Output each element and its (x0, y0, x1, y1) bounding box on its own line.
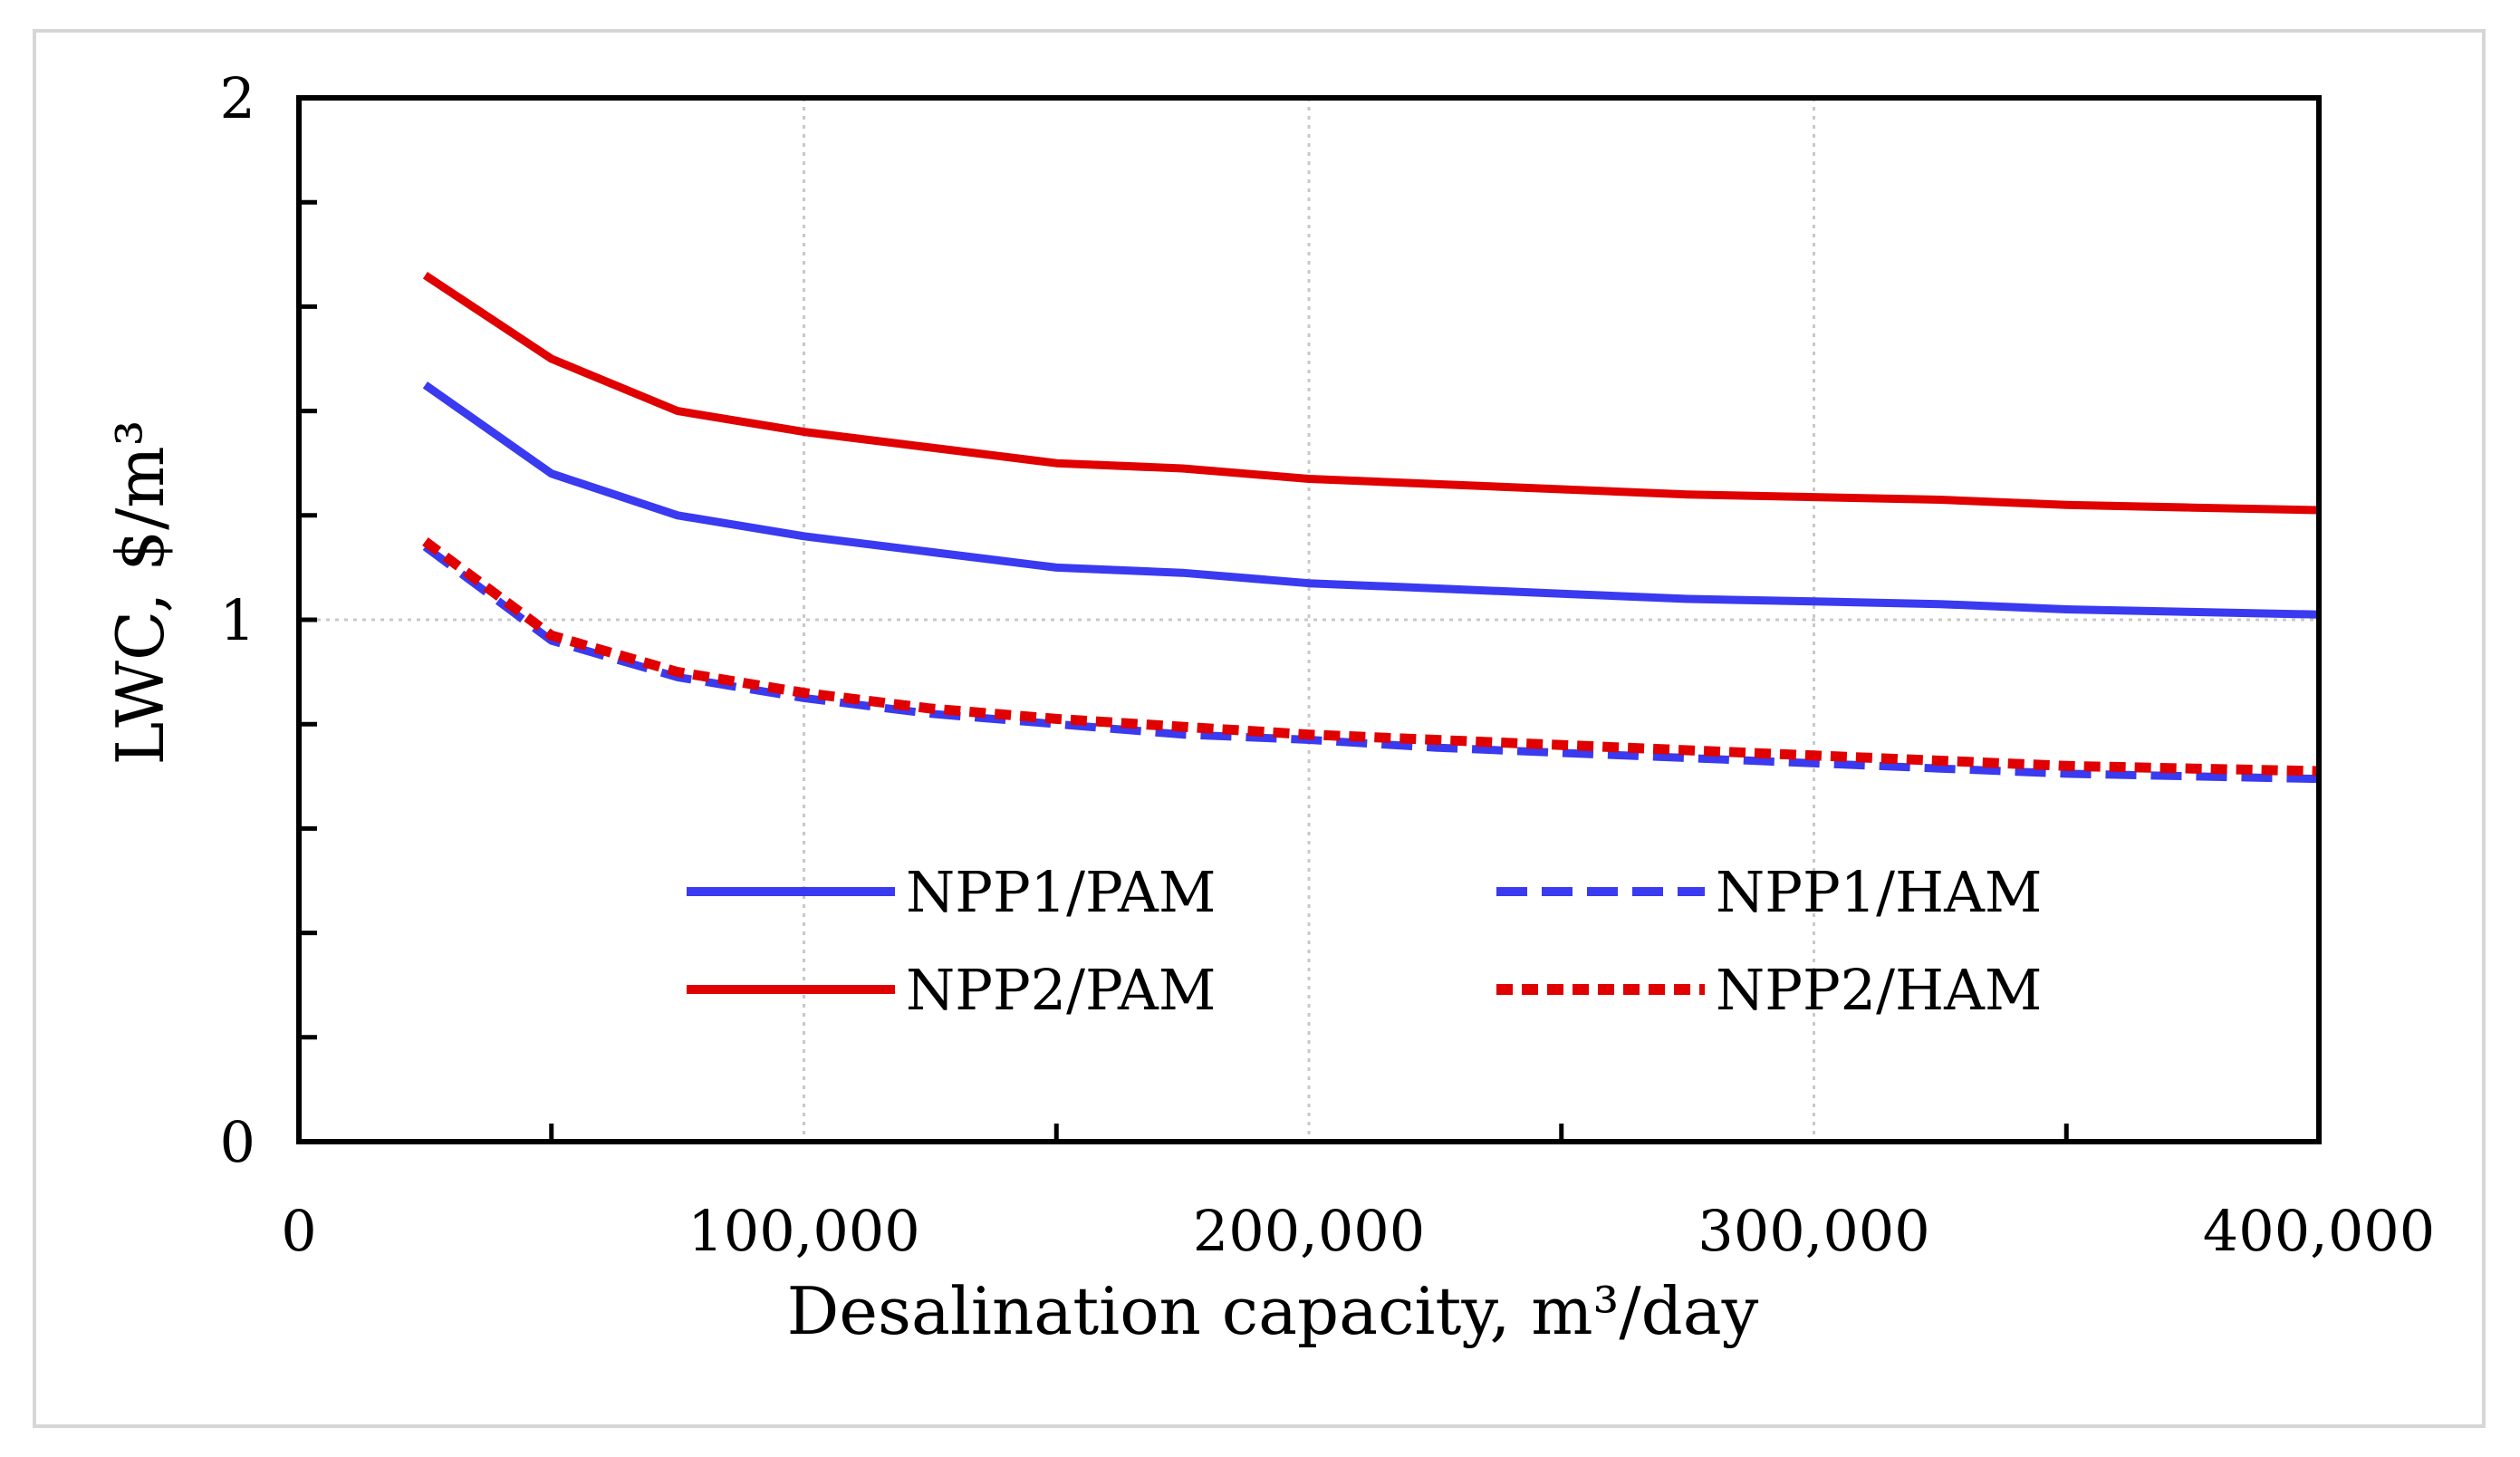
x-axis-title: Desalination capacity, m³/day (787, 1273, 1759, 1349)
series-lines (422, 272, 2320, 784)
y-axis-title: LWC, $/m³ (102, 420, 178, 765)
grid-lines (299, 98, 2319, 1142)
legend: NPP1/PAM NPP2/PAM NPP1/HAM NPP2/HAM (687, 859, 2042, 1023)
x-tick-label: 200,000 (1193, 1198, 1425, 1264)
series-line-npp2-pam (422, 272, 2320, 515)
chart-frame: 0 100,000 200,000 300,000 400,000 0 1 2 Desalin… (33, 29, 2486, 1428)
series-line-npp2-ham (422, 537, 2320, 777)
line-chart: 0 100,000 200,000 300,000 400,000 0 1 2 Desalin… (102, 65, 2436, 1349)
axis-ticks (299, 199, 2069, 1142)
legend-label-npp2-ham: NPP2/HAM (1716, 957, 2042, 1023)
y-tick-label: 0 (220, 1109, 255, 1175)
legend-label-npp1-pam: NPP1/PAM (906, 859, 1216, 925)
x-tick-label: 300,000 (1698, 1198, 1929, 1264)
x-tick-label: 400,000 (2203, 1198, 2435, 1264)
x-tick-label: 100,000 (688, 1198, 919, 1264)
y-tick-label: 2 (220, 65, 255, 131)
legend-label-npp1-ham: NPP1/HAM (1716, 859, 2042, 925)
legend-label-npp2-pam: NPP2/PAM (906, 957, 1216, 1023)
y-tick-label: 1 (220, 587, 255, 653)
series-line-npp1-ham (422, 543, 2320, 784)
x-tick-label: 0 (281, 1198, 316, 1264)
axis-tick-labels: 0 100,000 200,000 300,000 400,000 0 1 2 (220, 65, 2436, 1264)
series-line-npp1-pam (422, 381, 2320, 619)
